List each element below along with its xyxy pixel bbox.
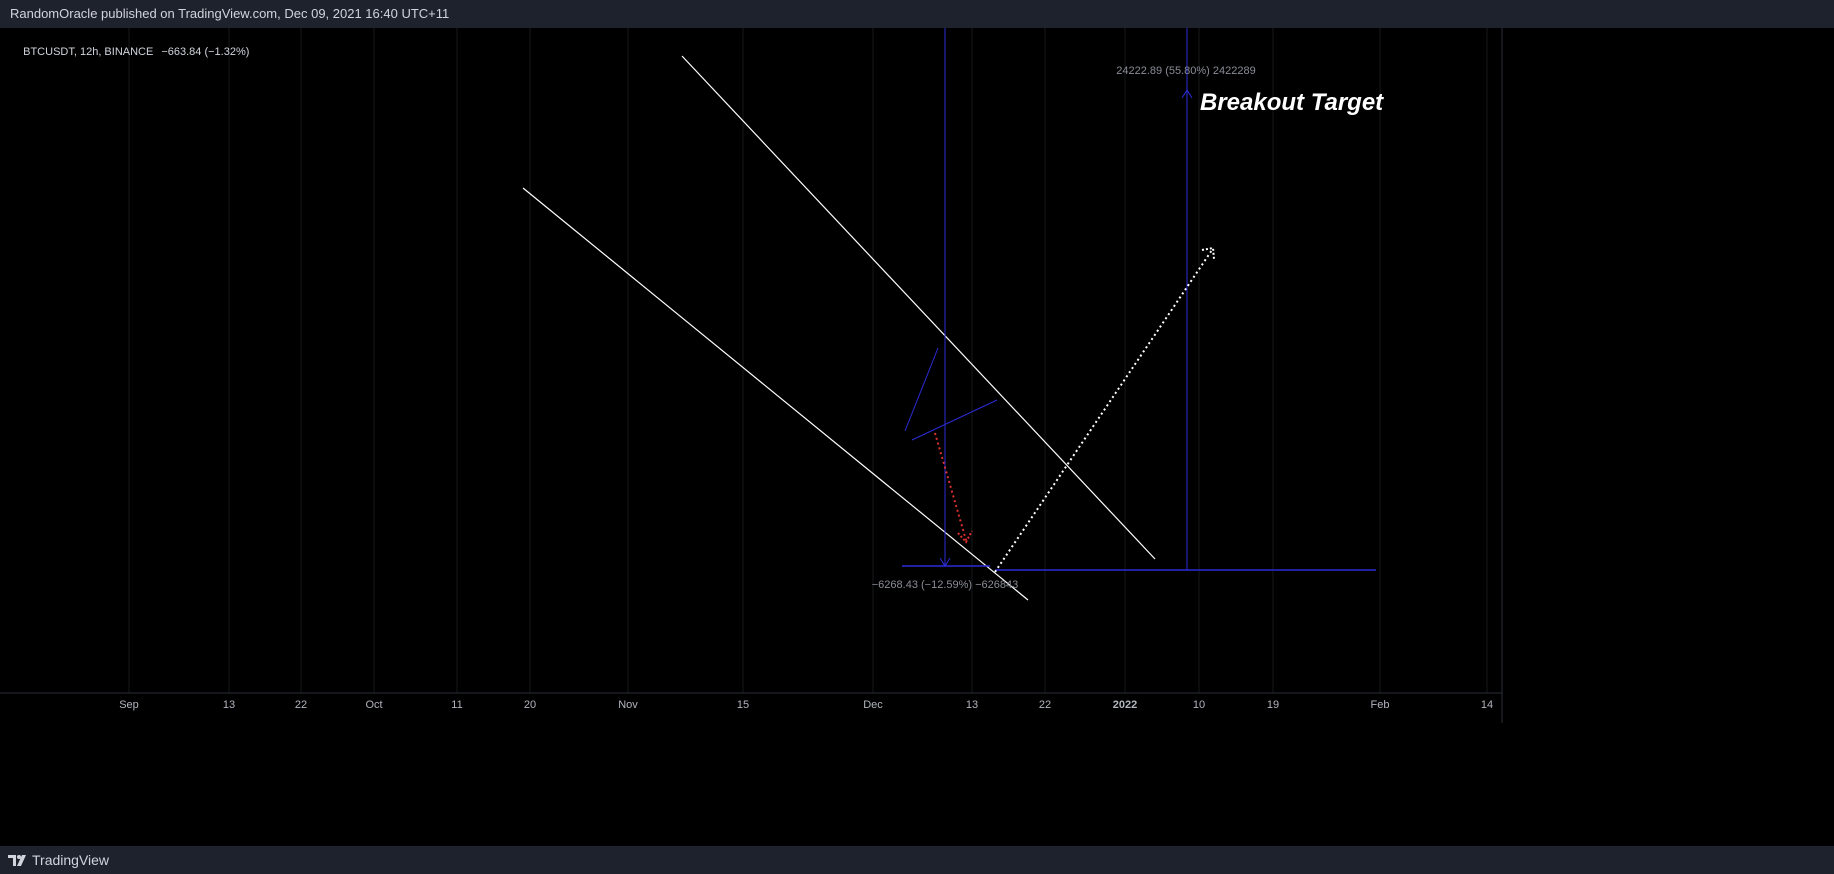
short-measure-arrowhead (939, 557, 951, 567)
up-measure-label: 24222.89 (55.80%) 2422289 (1116, 65, 1255, 77)
x-tick-label: 11 (451, 699, 462, 711)
x-tick-label: 19 (1267, 699, 1279, 711)
x-tick-label: Sep (119, 699, 139, 711)
symbol-name: BTCUSDT, 12h, BINANCE (23, 46, 154, 58)
x-tick-label: Oct (365, 699, 382, 711)
publish-info: RandomOracle published on TradingView.co… (10, 6, 450, 21)
x-tick-label: 15 (737, 699, 749, 711)
up-projection-arrow (994, 249, 1213, 573)
long-measure-arrowhead (1181, 89, 1193, 99)
x-tick-label: Dec (863, 699, 883, 711)
x-tick-label: 14 (1481, 699, 1493, 711)
x-tick-label: 10 (1193, 699, 1205, 711)
chart-drawings (522, 28, 1376, 601)
price-axis: 70000.0068000.0066000.0064000.0062000.00… (1501, 28, 1503, 723)
time-axis: Sep 13 22 Oct 11 20 Nov 15 Dec 13 22 2022 10 19 Feb 14 (0, 692, 1502, 711)
breakout-target-label: Breakout Target (1200, 89, 1384, 116)
chart-grid (128, 28, 1488, 693)
chart-annotations: Breakout Target 24222.89 (55.80%) 2422289… (872, 65, 1384, 591)
down-projection-arrow (934, 432, 967, 541)
tradingview-brand[interactable]: TradingView (32, 852, 110, 868)
down-projection-arrowhead (957, 530, 973, 544)
x-tick-label: 22 (1039, 699, 1051, 711)
x-tick-label: Nov (618, 699, 638, 711)
down-measure-label: −6268.43 (−12.59%) −626843 (872, 579, 1019, 591)
chart-area[interactable] (0, 28, 1834, 846)
channel-lower-line (522, 187, 1029, 601)
footer-bar: TradingView (0, 846, 1834, 874)
wedge-line-a (904, 347, 939, 432)
price-chart[interactable]: Breakout Target 24222.89 (55.80%) 2422289… (0, 28, 1834, 846)
wedge-line-b (911, 399, 998, 441)
x-tick-label: 13 (223, 699, 235, 711)
x-tick-label: 20 (524, 699, 536, 711)
symbol-change: −663.84 (−1.32%) (161, 46, 250, 58)
x-tick-label: 22 (295, 699, 307, 711)
x-tick-label: 2022 (1113, 699, 1137, 711)
tradingview-logo-icon[interactable] (8, 846, 28, 874)
symbol-legend: BTCUSDT, 12h, BINANCE −663.84 (−1.32%) (17, 34, 249, 58)
x-tick-label: Feb (1371, 699, 1390, 711)
publish-header: RandomOracle published on TradingView.co… (0, 0, 1834, 28)
x-tick-label: 13 (966, 699, 978, 711)
up-projection-arrowhead (1201, 246, 1215, 260)
channel-upper-line (681, 55, 1156, 560)
